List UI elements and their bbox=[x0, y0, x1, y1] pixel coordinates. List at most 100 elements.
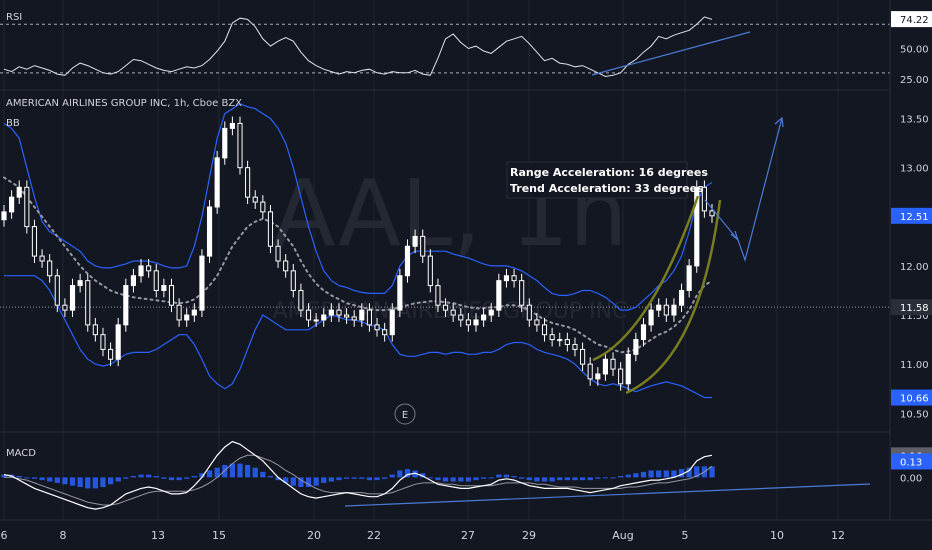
macd-histogram-bar[interactable] bbox=[244, 464, 251, 478]
price-panel[interactable] bbox=[0, 103, 890, 399]
candle-body[interactable] bbox=[184, 314, 190, 321]
macd-histogram-bar[interactable] bbox=[343, 477, 350, 479]
macd-histogram-bar[interactable] bbox=[503, 474, 510, 478]
candle-body[interactable] bbox=[595, 373, 601, 380]
macd-histogram-bar[interactable] bbox=[420, 473, 426, 478]
candle-body[interactable] bbox=[465, 319, 471, 326]
candle-body[interactable] bbox=[678, 289, 685, 306]
macd-histogram-bar[interactable] bbox=[267, 476, 274, 478]
candle-body[interactable] bbox=[625, 353, 631, 385]
macd-histogram-bar[interactable] bbox=[389, 474, 395, 478]
candle-body[interactable] bbox=[564, 339, 570, 345]
macd-histogram-bar[interactable] bbox=[526, 477, 532, 481]
candle-body[interactable] bbox=[640, 324, 647, 341]
candle-body[interactable] bbox=[138, 265, 144, 277]
macd-histogram-bar[interactable] bbox=[549, 477, 555, 482]
macd-histogram-bar[interactable] bbox=[678, 469, 685, 478]
acceleration-arc-lower[interactable] bbox=[625, 199, 722, 395]
candle-body[interactable] bbox=[435, 285, 441, 306]
macd-histogram-bar[interactable] bbox=[442, 477, 449, 482]
candle-body[interactable] bbox=[610, 358, 616, 370]
macd-histogram-bar[interactable] bbox=[640, 471, 647, 478]
macd-histogram-bar[interactable] bbox=[275, 477, 281, 481]
macd-histogram-bar[interactable] bbox=[24, 477, 30, 479]
candle-body[interactable] bbox=[503, 275, 510, 282]
macd-histogram-bar[interactable] bbox=[31, 477, 38, 479]
candle-body[interactable] bbox=[488, 309, 494, 316]
bb-lower-band[interactable] bbox=[4, 275, 712, 399]
candle-body[interactable] bbox=[587, 363, 593, 380]
candle-body[interactable] bbox=[290, 270, 296, 291]
macd-histogram-bar[interactable] bbox=[694, 466, 700, 478]
candle-body[interactable] bbox=[389, 309, 395, 336]
macd-histogram-bar[interactable] bbox=[184, 477, 190, 479]
candle-body[interactable] bbox=[123, 285, 129, 326]
macd-histogram-bar[interactable] bbox=[260, 471, 266, 478]
macd-histogram-bar[interactable] bbox=[214, 467, 220, 478]
macd-histogram-bar[interactable] bbox=[153, 476, 159, 478]
macd-histogram-bar[interactable] bbox=[572, 477, 578, 481]
macd-histogram-bar[interactable] bbox=[252, 467, 258, 478]
candle-body[interactable] bbox=[130, 275, 136, 287]
candle-body[interactable] bbox=[633, 339, 639, 355]
annotation-box[interactable] bbox=[506, 161, 688, 199]
candle-body[interactable] bbox=[328, 309, 334, 316]
candle-body[interactable] bbox=[31, 226, 38, 257]
candle-body[interactable] bbox=[115, 324, 121, 360]
macd-histogram-bar[interactable] bbox=[595, 477, 601, 479]
candle-body[interactable] bbox=[298, 289, 304, 311]
acceleration-arc-upper[interactable] bbox=[592, 195, 700, 362]
macd-histogram-bar[interactable] bbox=[123, 477, 129, 479]
macd-histogram-bar[interactable] bbox=[115, 477, 121, 482]
candle-body[interactable] bbox=[427, 255, 433, 287]
candle-body[interactable] bbox=[283, 260, 289, 272]
candle-body[interactable] bbox=[412, 235, 418, 247]
candle-body[interactable] bbox=[252, 196, 258, 203]
macd-histogram-bar[interactable] bbox=[176, 477, 182, 481]
macd-histogram-bar[interactable] bbox=[54, 477, 60, 483]
macd-histogram-bar[interactable] bbox=[663, 470, 669, 478]
candle-body[interactable] bbox=[108, 348, 114, 360]
candle-body[interactable] bbox=[275, 245, 281, 262]
candle-body[interactable] bbox=[168, 285, 175, 306]
candle-body[interactable] bbox=[9, 196, 15, 213]
macd-histogram-bar[interactable] bbox=[602, 477, 609, 479]
macd-histogram-bar[interactable] bbox=[511, 476, 517, 478]
macd-histogram-bar[interactable] bbox=[579, 477, 586, 481]
macd-histogram-bar[interactable] bbox=[146, 474, 152, 478]
candle-body[interactable] bbox=[16, 186, 22, 198]
projection-path[interactable] bbox=[704, 117, 783, 263]
candle-body[interactable] bbox=[47, 260, 53, 277]
candle-body[interactable] bbox=[382, 329, 388, 336]
candle-body[interactable] bbox=[618, 368, 624, 385]
candle-body[interactable] bbox=[191, 309, 197, 316]
macd-histogram-bar[interactable] bbox=[77, 477, 83, 488]
candle-body[interactable] bbox=[146, 265, 152, 272]
candle-body[interactable] bbox=[671, 304, 677, 316]
candle-body[interactable] bbox=[701, 186, 707, 212]
macd-histogram-bar[interactable] bbox=[374, 477, 380, 481]
candle-body[interactable] bbox=[1, 211, 7, 221]
macd-histogram-bar[interactable] bbox=[480, 477, 487, 479]
candle-body[interactable] bbox=[511, 275, 517, 282]
macd-histogram-bar[interactable] bbox=[709, 466, 715, 478]
candle-body[interactable] bbox=[24, 186, 30, 228]
candle-body[interactable] bbox=[602, 358, 608, 375]
candle-body[interactable] bbox=[229, 122, 235, 129]
candle-body[interactable] bbox=[366, 309, 372, 326]
macd-histogram-bar[interactable] bbox=[100, 477, 106, 488]
candle-body[interactable] bbox=[267, 211, 274, 247]
candle-body[interactable] bbox=[351, 316, 357, 321]
macd-histogram-bar[interactable] bbox=[618, 476, 624, 478]
macd-histogram-bar[interactable] bbox=[534, 477, 540, 482]
macd-histogram-bar[interactable] bbox=[92, 477, 98, 489]
candle-body[interactable] bbox=[534, 319, 540, 326]
macd-histogram-bar[interactable] bbox=[412, 470, 418, 478]
candle-body[interactable] bbox=[359, 309, 365, 321]
candle-body[interactable] bbox=[305, 309, 312, 321]
candle-body[interactable] bbox=[199, 255, 205, 311]
candle-body[interactable] bbox=[473, 319, 479, 326]
macd-histogram-bar[interactable] bbox=[1, 474, 7, 478]
candle-body[interactable] bbox=[245, 167, 251, 198]
candle-body[interactable] bbox=[404, 245, 411, 277]
